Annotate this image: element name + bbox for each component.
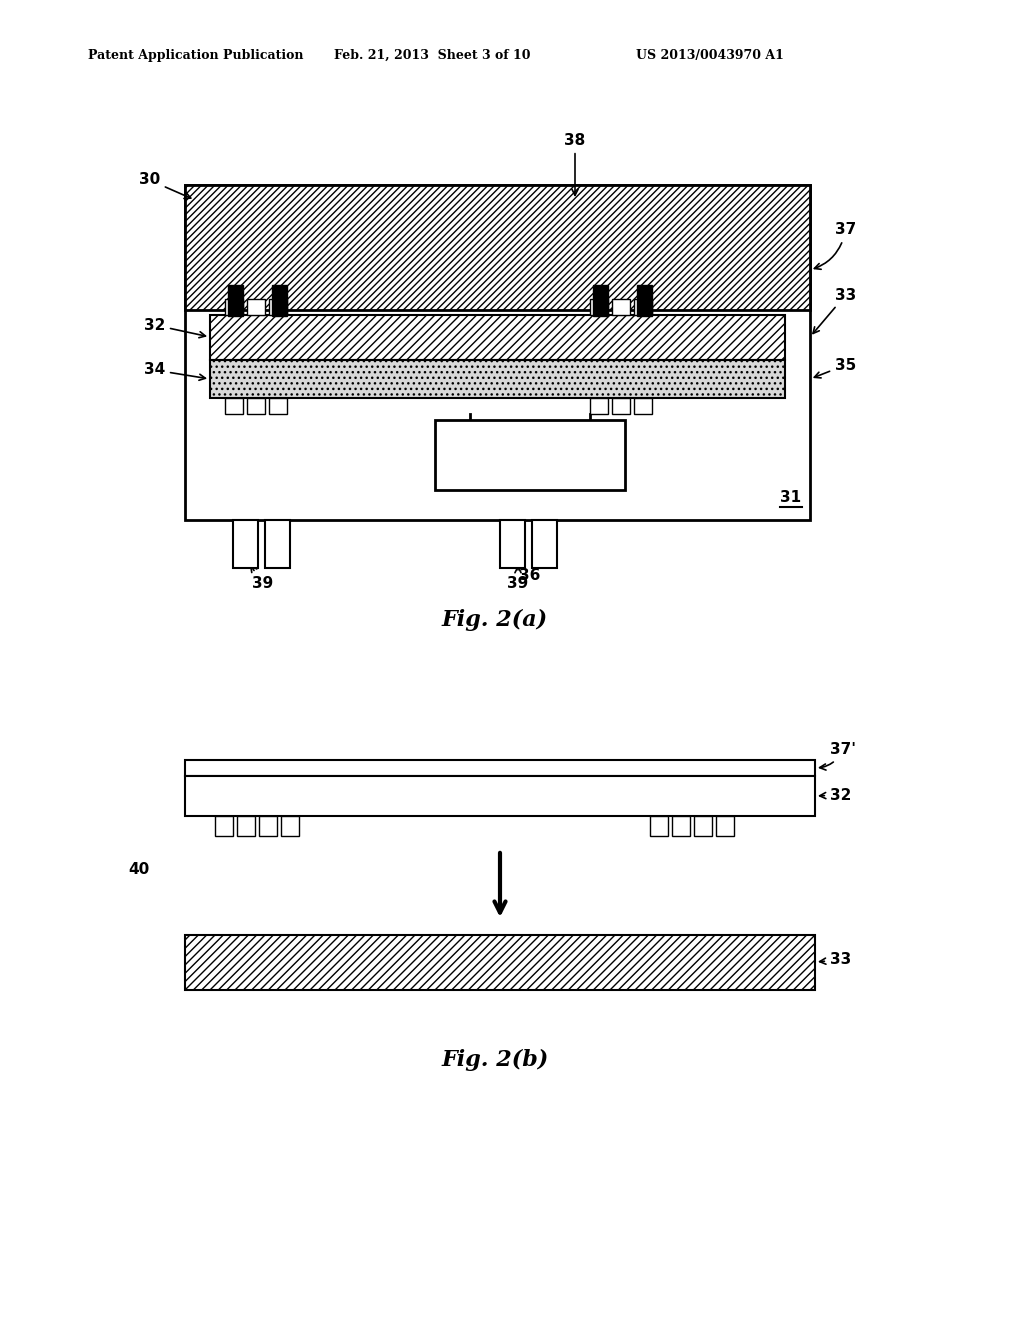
Bar (225, 399, 243, 414)
Bar (281, 816, 299, 836)
Bar (612, 300, 630, 315)
Text: Patent Application Publication: Patent Application Publication (88, 49, 303, 62)
Bar (500, 520, 525, 568)
Text: 32: 32 (143, 318, 206, 338)
Bar (185, 760, 815, 776)
Bar (247, 399, 265, 414)
Bar (185, 185, 810, 310)
Text: 38: 38 (564, 133, 586, 195)
Text: 39: 39 (507, 566, 528, 590)
Text: 37: 37 (814, 223, 856, 269)
Text: 39: 39 (251, 566, 273, 590)
Bar (210, 360, 785, 399)
Text: 32: 32 (819, 788, 851, 803)
Bar (272, 285, 287, 315)
Text: Fig. 2(b): Fig. 2(b) (441, 1049, 549, 1071)
Bar (593, 285, 608, 315)
Bar (233, 520, 258, 568)
Bar (259, 816, 278, 836)
Text: 36: 36 (519, 568, 541, 582)
Bar (237, 816, 255, 836)
Bar (634, 300, 652, 315)
Bar (694, 816, 712, 836)
Bar (435, 420, 625, 490)
Text: US 2013/0043970 A1: US 2013/0043970 A1 (636, 49, 784, 62)
Bar (590, 399, 608, 414)
Bar (185, 776, 815, 816)
Text: 33: 33 (819, 953, 851, 968)
Bar (650, 816, 668, 836)
Bar (247, 300, 265, 315)
Bar (210, 315, 785, 360)
Bar (185, 935, 815, 990)
Text: 31: 31 (780, 491, 801, 506)
Text: 37': 37' (819, 742, 856, 770)
Text: 30: 30 (138, 173, 190, 198)
Bar (637, 285, 652, 315)
Bar (225, 300, 243, 315)
Bar (215, 816, 233, 836)
Text: 35: 35 (814, 358, 856, 378)
Bar (716, 816, 734, 836)
Text: 33: 33 (813, 288, 856, 334)
Bar (269, 300, 287, 315)
Text: 34: 34 (143, 363, 206, 380)
Bar (672, 816, 690, 836)
Bar (590, 300, 608, 315)
Text: 40: 40 (129, 862, 150, 878)
Text: Fig. 2(a): Fig. 2(a) (442, 609, 548, 631)
Bar (612, 399, 630, 414)
Bar (532, 520, 557, 568)
Bar (265, 520, 290, 568)
Bar (634, 399, 652, 414)
Bar (185, 185, 810, 520)
Bar (269, 399, 287, 414)
Bar (228, 285, 243, 315)
Text: Feb. 21, 2013  Sheet 3 of 10: Feb. 21, 2013 Sheet 3 of 10 (334, 49, 530, 62)
